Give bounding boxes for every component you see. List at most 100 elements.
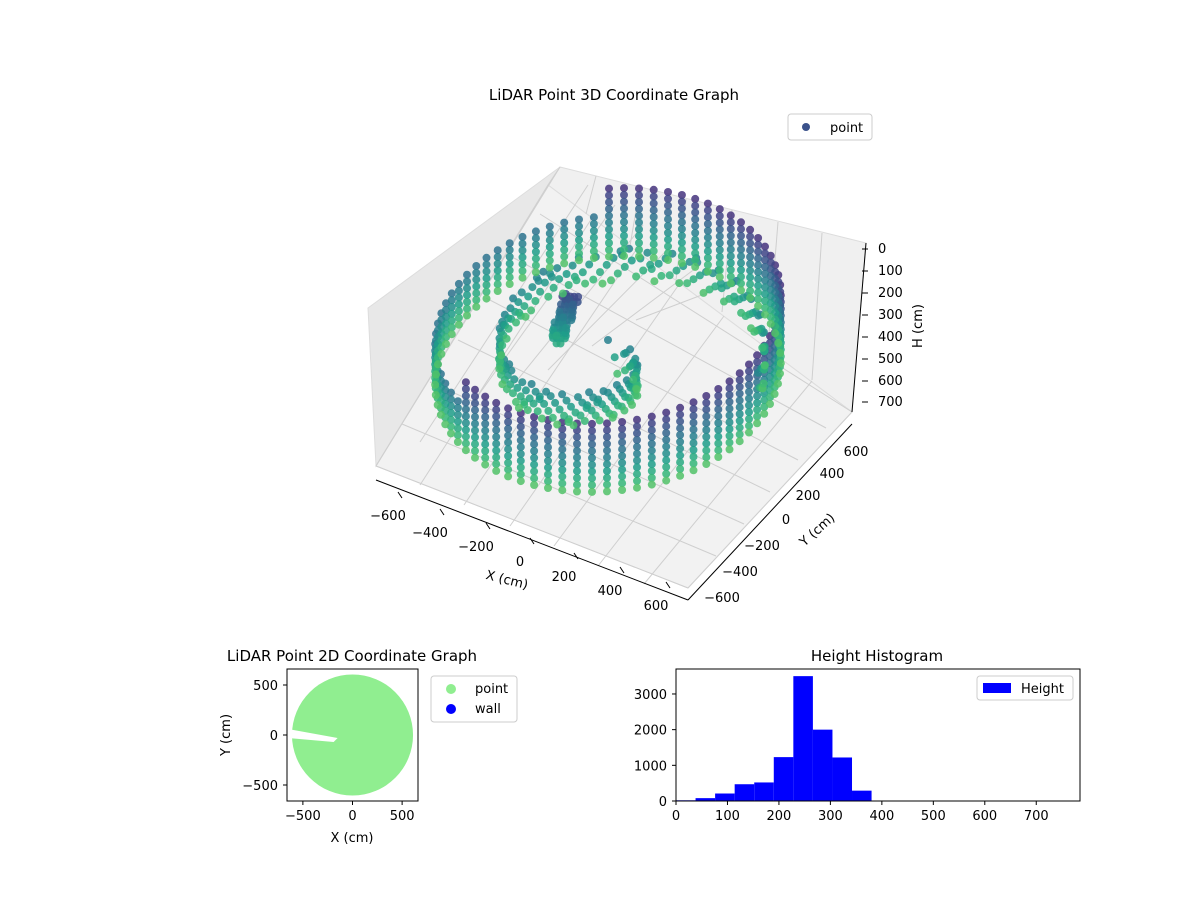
plot3d-point (725, 404, 734, 413)
plot3d-point (530, 453, 539, 462)
plot3d-point (454, 300, 463, 309)
plot3d-point (580, 417, 589, 425)
plot3d-point (471, 392, 479, 401)
plot3d-point (567, 402, 575, 411)
plot3d-point (746, 239, 755, 248)
plot3d-point (618, 472, 627, 481)
plot3d-gridline (643, 380, 813, 585)
plot3d-point (633, 415, 641, 424)
plot3d-point (620, 224, 628, 233)
plot3d-point (726, 245, 735, 254)
plot3d-point (481, 447, 490, 455)
plot3d-point (725, 384, 734, 393)
plot3d-point (747, 324, 755, 333)
plot3d-point (703, 213, 712, 222)
plot3d-point (481, 460, 490, 469)
plot3d-point (545, 229, 554, 238)
plot3d-point (520, 302, 529, 311)
plot3d-point (737, 265, 745, 274)
plot3d-point (662, 415, 671, 424)
plot3d-point (714, 439, 723, 448)
plot3d-point (702, 405, 711, 414)
plot3d-point (761, 310, 769, 319)
plot3d-point (447, 330, 456, 339)
plot3d-point (505, 259, 514, 268)
hist-bar (832, 757, 853, 801)
plot3d-point (633, 436, 641, 445)
plot3d-point (664, 222, 672, 230)
plot3d-point (689, 411, 698, 420)
plot3d-xtick-mark (485, 522, 491, 530)
plot3d-point (735, 389, 744, 398)
plot3d-point (620, 190, 628, 199)
plot3d-point (618, 479, 627, 488)
plot3d-point (760, 361, 769, 370)
plot3d-point (605, 218, 613, 227)
plot3d-point (472, 262, 481, 270)
plot3d-point (461, 391, 470, 400)
plot3d-point (676, 471, 685, 480)
plot3d-point (548, 413, 557, 422)
plot3d-point (635, 184, 643, 193)
plot3d-point (530, 481, 539, 489)
plot3d-point (774, 339, 783, 347)
plot3d-point (725, 411, 734, 420)
plot3d-xaxis-line (375, 479, 689, 601)
plot3d-point (771, 329, 780, 338)
plot3d-point (454, 313, 463, 322)
plot3d-point (726, 272, 735, 281)
plot3d-point (531, 261, 540, 270)
plot3d-point (603, 480, 611, 489)
plot3d-point (635, 245, 643, 254)
plot3d-point (715, 273, 724, 282)
plot3d-point (633, 391, 642, 400)
plot3d-point (761, 269, 769, 278)
plot3d-point (620, 252, 628, 261)
plot3d-point (453, 404, 462, 412)
plot3d-point (745, 414, 753, 423)
plot3d-point (558, 486, 567, 495)
height-histogram: Height Histogram 0 100 200 300 400 500 600 7000… (634, 647, 1081, 824)
plot3d-point (573, 487, 581, 496)
plot3d-point (545, 236, 554, 245)
plot3d-point (746, 266, 755, 275)
plot3d-point (573, 453, 581, 462)
plot3d-point (517, 288, 526, 297)
plot3d-point (447, 303, 456, 311)
plot3d-point (618, 486, 627, 494)
plot3d-point (545, 243, 554, 251)
plot3d-point (530, 467, 539, 476)
plot3d-point (737, 218, 745, 227)
plot3d-point (664, 228, 672, 237)
plot3d-point (714, 453, 723, 461)
hist-xtick-label: 600 (972, 809, 997, 824)
plot3d-point (542, 387, 551, 396)
plot3d-point (776, 349, 785, 357)
plot3d-point (677, 218, 686, 227)
plot3d-ztick-label: 100 (878, 264, 903, 279)
plot3d-point (442, 340, 450, 348)
plot3d-point (664, 208, 672, 217)
hist-ytick-label: 1000 (634, 759, 667, 774)
plot3d-point (737, 279, 745, 288)
plot3d-point (558, 479, 567, 488)
plot3d-zaxis-line (851, 242, 867, 413)
plot3d-point (654, 259, 663, 268)
plot3d-point (618, 465, 627, 474)
plot3d-point (481, 419, 490, 428)
plot3d-point (453, 417, 462, 426)
plot3d-point (589, 226, 598, 235)
plot3d-point (481, 413, 490, 421)
plot3d-point (574, 292, 583, 301)
plot3d-point (481, 440, 490, 449)
plot3d-point (745, 374, 753, 383)
plot3d-point (481, 392, 490, 401)
plot3d-point (504, 458, 513, 467)
plot3d-point (588, 467, 596, 476)
plot3d-point (676, 403, 685, 412)
plot3d-point (649, 185, 658, 194)
plot3d-point (504, 404, 513, 413)
plot3d-point (573, 473, 581, 482)
plot3d-point (551, 398, 560, 407)
plot3d-point (461, 405, 470, 414)
